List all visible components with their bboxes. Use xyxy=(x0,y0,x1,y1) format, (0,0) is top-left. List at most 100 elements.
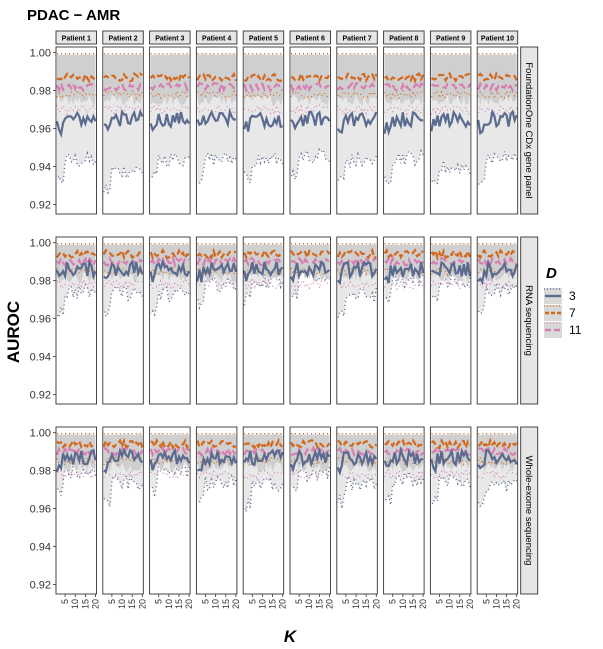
series-line-d11 xyxy=(243,256,284,268)
panel-border xyxy=(336,46,378,215)
panel xyxy=(289,46,331,215)
panel-border xyxy=(242,46,285,215)
lower-bound-d7 xyxy=(150,266,190,276)
series-line-d7 xyxy=(244,72,284,83)
series-line-d3 xyxy=(196,260,237,283)
series-line-d3 xyxy=(290,446,331,474)
panel xyxy=(383,46,425,215)
series-line-d3 xyxy=(149,447,191,471)
column-label: Patient 1 xyxy=(62,36,91,43)
column-label: Patient 2 xyxy=(108,36,137,43)
panel-border xyxy=(429,236,472,405)
panel-border xyxy=(336,426,378,595)
confidence-band-inner xyxy=(57,54,96,106)
series-line-d7 xyxy=(196,247,237,260)
series-line-d3 xyxy=(430,260,471,277)
panel-border xyxy=(102,426,144,595)
series-line-d7 xyxy=(477,248,518,260)
strip-background xyxy=(289,30,331,45)
x-tick-label: 10 xyxy=(491,599,501,609)
panel-border xyxy=(149,236,191,405)
panel-border xyxy=(195,236,238,405)
panel xyxy=(336,236,378,405)
series-line-d11 xyxy=(384,255,424,269)
lower-bound-d7 xyxy=(196,89,237,100)
panel xyxy=(102,46,144,215)
confidence-band-inner xyxy=(337,54,377,106)
y-tick-label: 0.94 xyxy=(30,352,51,364)
x-tick-label: 15 xyxy=(127,599,137,609)
series-line-d7 xyxy=(150,437,191,451)
confidence-band-inner xyxy=(244,54,283,106)
series-line-d3 xyxy=(243,448,284,467)
series-line-d11 xyxy=(430,257,471,267)
strip-background xyxy=(195,30,238,45)
x-tick-label: 15 xyxy=(174,599,184,609)
series-line-d3 xyxy=(477,258,518,286)
series-line-d7 xyxy=(56,248,97,259)
column-label: Patient 9 xyxy=(436,36,465,43)
x-tick-label: 10 xyxy=(117,599,127,609)
x-tick-label: 15 xyxy=(268,599,278,609)
series-line-d3 xyxy=(196,449,237,472)
x-tick-label: 20 xyxy=(512,599,522,609)
series-line-d7 xyxy=(103,71,143,83)
x-tick-label: 20 xyxy=(231,599,241,609)
column-label: Patient 5 xyxy=(249,36,278,43)
series-line-d3 xyxy=(290,110,331,131)
x-tick-label: 10 xyxy=(445,599,455,609)
series-line-d7 xyxy=(243,247,283,261)
panel xyxy=(55,236,97,405)
x-tick-label: 5 xyxy=(201,599,211,604)
y-tick-label: 0.92 xyxy=(30,200,51,212)
series-line-d7 xyxy=(477,71,518,82)
series-line-d7 xyxy=(290,70,331,84)
x-tick-label: 20 xyxy=(91,599,101,609)
x-tick-label: 10 xyxy=(351,599,361,609)
y-axis-label: AUROC xyxy=(4,301,23,363)
panel xyxy=(102,426,144,595)
x-tick-label: 10 xyxy=(164,599,174,609)
panel xyxy=(242,46,285,215)
y-tick-label: 0.96 xyxy=(30,124,51,136)
x-axes: 5 10 15 20 5 10 15 20 5 10 15 20 5 10 15 20 5 10 15 20 5 10 15… xyxy=(60,594,522,609)
lower-bound-d7 xyxy=(103,89,143,100)
series-line-d3 xyxy=(430,109,471,132)
panel xyxy=(289,236,331,405)
series-line-d3 xyxy=(103,108,144,133)
x-tick-label: 5 xyxy=(481,599,491,604)
panel xyxy=(149,46,191,215)
panel xyxy=(476,236,519,405)
panel xyxy=(195,236,238,405)
legend-entry: 3 xyxy=(544,288,576,304)
x-tick-label: 15 xyxy=(455,599,465,609)
lower-bound-d3 xyxy=(197,151,237,186)
series-line-d3 xyxy=(383,261,425,284)
panel xyxy=(476,426,519,595)
x-tick-label: 5 xyxy=(294,599,304,604)
confidence-band-inner xyxy=(337,434,377,473)
panel xyxy=(149,236,191,405)
series-line-d11 xyxy=(477,255,518,268)
series-line-d11 xyxy=(196,444,237,459)
panel xyxy=(383,426,425,595)
series-line-d11 xyxy=(56,79,97,94)
lower-bound-d3 xyxy=(478,150,518,185)
series-line-d11 xyxy=(149,444,191,459)
series-line-d7 xyxy=(477,437,518,450)
y-tick-label: 1.00 xyxy=(30,428,51,440)
column-strip: Patient 6 xyxy=(289,30,331,45)
panel-grid xyxy=(55,46,519,595)
strip-background xyxy=(476,30,519,45)
row-strips: FoundationOne CDx gene panel RNA sequenci… xyxy=(520,46,539,595)
panel xyxy=(55,46,97,215)
panel-border xyxy=(476,46,519,215)
panel xyxy=(429,426,472,595)
series-line-d3 xyxy=(149,258,191,283)
lower-bound-d11 xyxy=(56,469,96,481)
lower-bound-d3 xyxy=(56,283,96,320)
y-tick-label: 1.00 xyxy=(30,48,51,60)
column-strip: Patient 7 xyxy=(336,30,378,45)
panel xyxy=(195,426,238,595)
